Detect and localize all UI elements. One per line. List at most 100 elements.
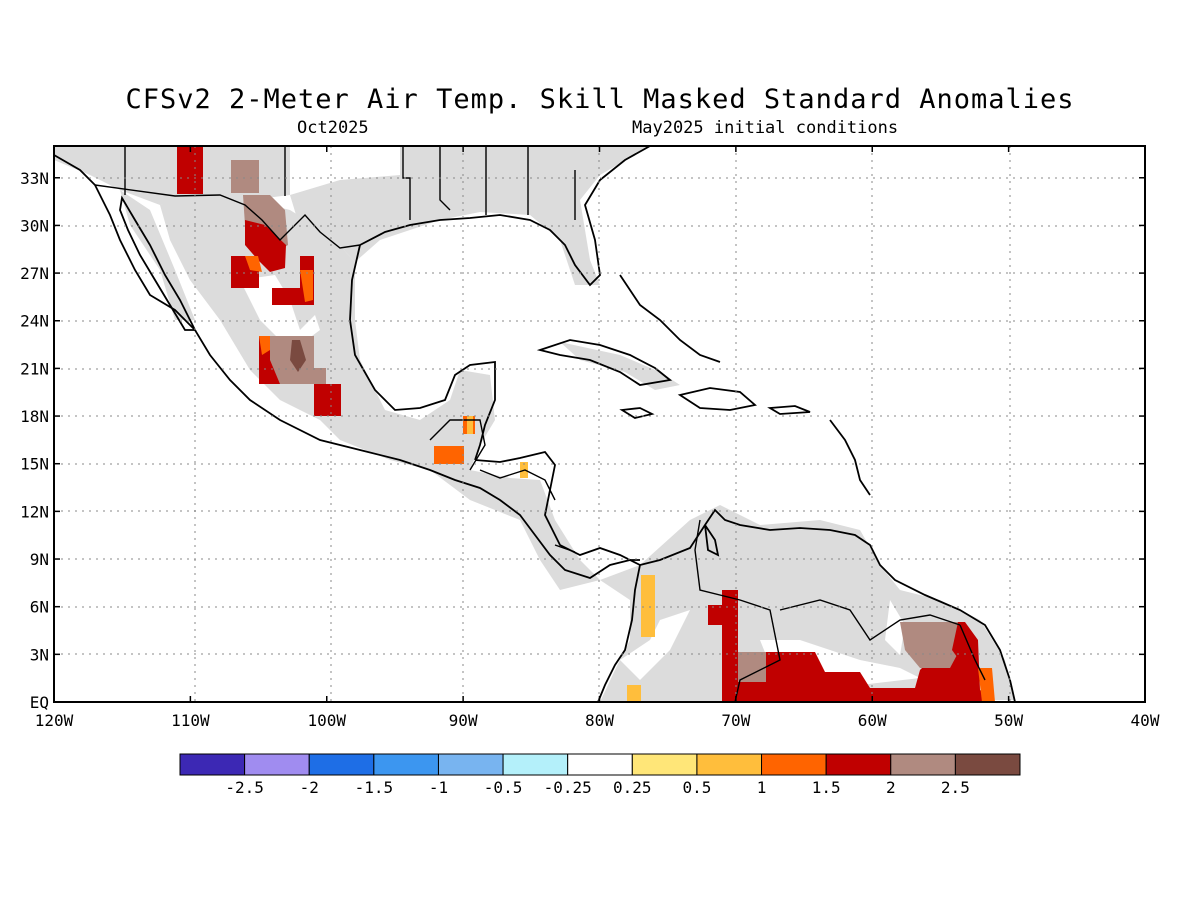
anomaly-colombia-1 <box>641 575 655 637</box>
colorbar-label: -0.25 <box>544 778 592 797</box>
gulf-coast-mexico <box>349 244 496 461</box>
anomaly-amazon-25 <box>738 652 766 682</box>
colorbar-label: -0.5 <box>484 778 523 797</box>
colombia-hole <box>620 610 690 680</box>
anomaly-belize-1 <box>467 416 473 434</box>
lon-label: 120W <box>35 711 74 730</box>
lat-label: 15N <box>20 455 49 474</box>
colorbar-swatch <box>696 753 763 776</box>
anomaly-regions <box>177 146 995 702</box>
colorbar-label: 1.5 <box>812 778 841 797</box>
anomaly-venezuela-2 <box>708 590 738 702</box>
anomaly-colombia-south-1 <box>627 685 641 702</box>
colorbar-swatch <box>890 753 956 776</box>
colorbar-label: 0.5 <box>682 778 711 797</box>
colorbar-label: 2.5 <box>941 778 970 797</box>
pacific-coast-mexico <box>54 154 640 579</box>
colorbar-swatch <box>567 753 633 776</box>
lat-label: 9N <box>30 550 49 569</box>
skill-mask-areas <box>54 146 1015 702</box>
lesser-antilles <box>829 419 871 496</box>
colorbar-swatch <box>244 753 310 776</box>
lon-label: 90W <box>449 711 478 730</box>
anomaly-az-2 <box>177 146 203 194</box>
colorbar-swatch <box>825 753 892 776</box>
valid-month: Oct2025 <box>297 118 369 138</box>
lon-label: 80W <box>585 711 614 730</box>
colorbar-swatch <box>179 753 246 776</box>
coastlines <box>54 146 1016 702</box>
colorbar-label: -1 <box>429 778 448 797</box>
cuba-mask <box>560 342 680 390</box>
lat-label: 27N <box>20 264 49 283</box>
anomaly-central-mx-15 <box>259 336 270 355</box>
lat-label: 3N <box>30 645 49 664</box>
cuba <box>536 339 673 386</box>
bahamas <box>619 274 721 363</box>
grid-lines <box>54 146 1145 702</box>
colorbar-label: 2 <box>886 778 896 797</box>
us-mexico-border <box>94 184 361 249</box>
colorbar-labels: -2.5 -2 -1.5 -1 -0.5 -0.25 0.25 0.5 1 1.5 2 2.5 <box>225 778 969 797</box>
colorbar-swatch <box>308 753 375 776</box>
lon-label: 40W <box>1131 711 1160 730</box>
colorbar-swatch <box>761 753 827 776</box>
hispaniola <box>677 387 757 411</box>
lat-label: 24N <box>20 312 49 331</box>
lon-label: 110W <box>171 711 210 730</box>
lat-label: 30N <box>20 216 49 235</box>
anomaly-central-mx-3 <box>290 340 306 372</box>
map-title: CFSv2 2-Meter Air Temp. Skill Masked Sta… <box>125 84 1075 115</box>
colombia-venezuela-coast <box>639 508 1016 702</box>
lat-label: 6N <box>30 598 49 617</box>
latitude-labels: EQ 3N 6N 9N 12N 15N 18N 21N 24N 27N 30N 33N <box>20 169 49 712</box>
anomaly-nm-2.5 <box>231 160 259 193</box>
maracaibo <box>704 524 720 557</box>
lat-label: 18N <box>20 407 49 426</box>
axis-ticks <box>53 146 1146 703</box>
us-state-borders <box>124 146 576 220</box>
guatemala-border <box>429 419 486 471</box>
colorbar-swatch <box>631 753 698 776</box>
anomaly-amapa-15 <box>978 668 995 702</box>
longitude-labels: 120W 110W 100W 90W 80W 70W 60W 50W 40W <box>35 711 1160 730</box>
lon-label: 70W <box>721 711 750 730</box>
colorbar-label: -2.5 <box>225 778 264 797</box>
guyana-hole <box>885 600 905 655</box>
anomaly-coahuila-2 <box>272 256 314 305</box>
colorbar-label: 1 <box>757 778 767 797</box>
lat-label: EQ <box>30 693 49 712</box>
us-south-mask <box>290 146 650 285</box>
baja-mask <box>120 190 195 320</box>
lon-label: 50W <box>994 711 1023 730</box>
baja-peninsula <box>119 195 197 331</box>
sa-pacific-coast <box>597 564 641 702</box>
colorbar-swatch <box>502 753 569 776</box>
anomaly-guiana-2 <box>952 622 978 668</box>
lat-label: 33N <box>20 169 49 188</box>
jamaica <box>619 407 655 419</box>
colorbar-label: 0.25 <box>613 778 652 797</box>
central-america-caribbean <box>474 450 641 566</box>
colorbar-swatch <box>954 753 1021 776</box>
colorbar <box>179 753 1021 776</box>
anomaly-puebla-2 <box>314 384 341 416</box>
colorbar-swatch <box>373 753 439 776</box>
mexico-mask <box>160 195 600 590</box>
colorbar-label: -2 <box>300 778 319 797</box>
mexico-hole <box>240 275 320 345</box>
political-borders <box>94 146 986 702</box>
lon-label: 100W <box>307 711 346 730</box>
anomaly-amazon-2 <box>738 640 995 702</box>
lat-label: 12N <box>20 502 49 521</box>
puerto-rico <box>767 405 811 415</box>
colorbar-swatch <box>437 753 504 776</box>
lon-label: 60W <box>858 711 887 730</box>
colorbar-label: -1.5 <box>355 778 394 797</box>
gulf-coast-us <box>359 146 651 287</box>
anomaly-coahuila-15 <box>300 270 313 302</box>
anomaly-chihuahua-2 <box>245 220 286 272</box>
anomaly-guatemala-15 <box>434 446 464 464</box>
sa-borders <box>694 519 986 702</box>
